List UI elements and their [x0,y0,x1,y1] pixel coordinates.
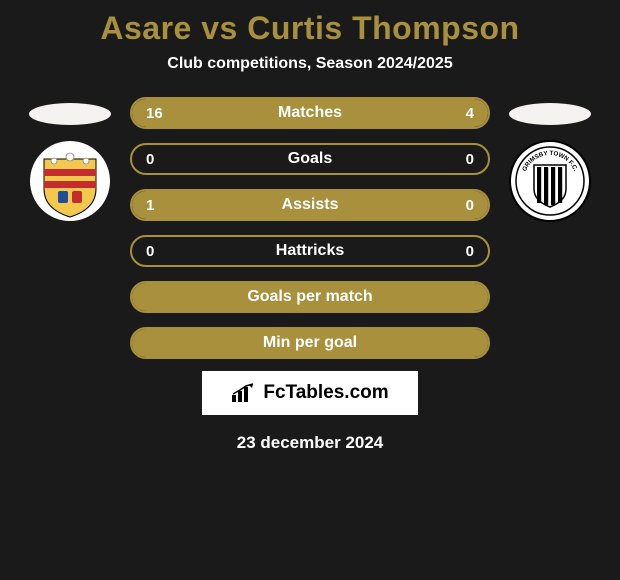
right-flag-icon [509,103,591,125]
right-club-badge: GRIMSBY TOWN F.C. [508,139,592,223]
stat-bar-goals-per-match: Goals per match [130,281,490,313]
stat-label: Matches [278,104,342,122]
stat-value-right: 0 [466,243,474,260]
stat-value-left: 0 [146,243,154,260]
stat-label: Goals per match [247,288,372,306]
stat-value-left: 1 [146,197,154,214]
subtitle: Club competitions, Season 2024/2025 [0,55,620,73]
stat-bar-goals: Goals 0 0 [130,143,490,175]
stat-label: Hattricks [276,242,344,260]
stat-bar-hattricks: Hattricks 0 0 [130,235,490,267]
stats-column: Matches164Goals00Assists10Hattricks00Goa… [130,97,490,359]
stat-value-right: 0 [466,197,474,214]
brand-chart-icon [231,383,257,403]
stat-label: Assists [282,196,339,214]
date-text: 23 december 2024 [0,433,620,453]
bar-fill-left [132,99,417,127]
stat-bar-assists: Assists 1 0 [130,189,490,221]
left-player-col [10,97,130,223]
stat-value-right: 4 [466,105,474,122]
stat-bar-min-per-goal: Min per goal [130,327,490,359]
stat-value-right: 0 [466,151,474,168]
stat-value-left: 0 [146,151,154,168]
stat-label: Min per goal [263,334,357,352]
main-row: Matches164Goals00Assists10Hattricks00Goa… [0,97,620,359]
stat-label: Goals [288,150,332,168]
stat-value-left: 16 [146,105,163,122]
page-title: Asare vs Curtis Thompson [0,10,620,47]
brand-text: FcTables.com [263,382,388,404]
brand-box[interactable]: FcTables.com [202,371,418,415]
right-player-col: GRIMSBY TOWN F.C. [490,97,610,223]
stat-bar-matches: Matches 16 4 [130,97,490,129]
left-club-badge [28,139,112,223]
comparison-card: Asare vs Curtis Thompson Club competitio… [0,0,620,453]
bar-fill-right [417,99,488,127]
left-flag-icon [29,103,111,125]
